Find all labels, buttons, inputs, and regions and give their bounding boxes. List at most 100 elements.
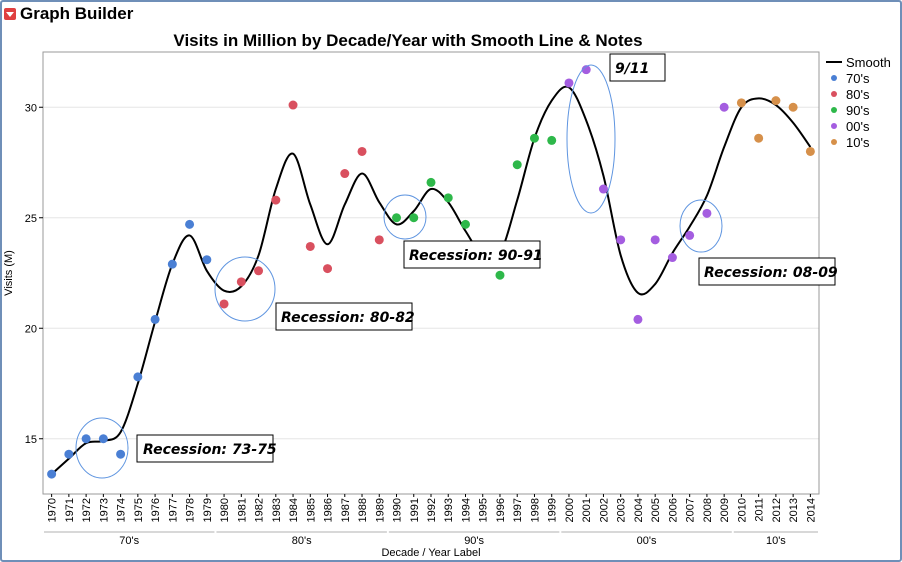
legend-series-label: 00's (846, 119, 870, 134)
window-titlebar: Graph Builder (4, 3, 133, 25)
x-tick-label: 2014 (805, 498, 817, 522)
nine-eleven-circle (566, 64, 616, 214)
data-point (374, 235, 384, 245)
x-tick-label: 1985 (305, 498, 317, 522)
x-tick-label: 1987 (340, 498, 352, 522)
x-tick-label: 1977 (167, 498, 179, 522)
decade-label: 90's (464, 535, 484, 547)
x-tick-label: 2008 (702, 498, 714, 522)
data-points (47, 65, 815, 479)
data-point (98, 434, 108, 444)
legend-series-label: 10's (846, 135, 870, 150)
x-tick-label: 1975 (133, 498, 145, 522)
annotation-73-75[interactable]: Recession: 73-75 (136, 434, 277, 463)
data-point (150, 314, 160, 324)
legend-marker (831, 75, 837, 81)
annotation-08-09[interactable]: Recession: 08-09 (698, 257, 838, 286)
data-point (185, 219, 195, 229)
y-tick-label: 20 (25, 323, 37, 335)
decade-axis: 70's 80's 90's 00's 10's (44, 531, 818, 547)
data-point (512, 160, 522, 170)
data-point (495, 270, 505, 280)
data-point (392, 213, 402, 223)
legend-marker (831, 91, 837, 97)
data-point (409, 213, 419, 223)
y-tick-label: 25 (25, 213, 37, 225)
x-tick-label: 1990 (392, 498, 404, 522)
y-tick-label: 15 (25, 434, 37, 446)
legend-series-label: 80's (846, 87, 870, 102)
data-point (788, 102, 798, 112)
data-point (633, 314, 643, 324)
x-tick-label: 2006 (667, 498, 679, 522)
x-tick-label: 1974 (116, 498, 128, 522)
data-point (219, 299, 229, 309)
data-point (202, 255, 212, 265)
x-tick-label: 1980 (219, 498, 231, 522)
annotation-circles (75, 64, 723, 479)
x-tick-label: 2003 (616, 498, 628, 522)
x-tick-label: 1971 (64, 498, 76, 522)
data-point (426, 177, 436, 187)
data-point (650, 235, 660, 245)
disclosure-triangle-icon[interactable] (4, 8, 16, 20)
note-recession-08-09: Recession: 08-09 (704, 265, 838, 281)
note-recession-80-82: Recession: 80-82 (281, 310, 415, 326)
decade-label: 10's (766, 535, 786, 547)
data-point (702, 208, 712, 218)
x-tick-label: 2002 (598, 498, 610, 522)
data-point (443, 193, 453, 203)
note-recession-90-91: Recession: 90-91 (409, 248, 543, 264)
recession-80-82-circle (214, 256, 276, 322)
x-tick-label: 1970 (47, 498, 59, 522)
x-tick-label: 2009 (719, 498, 731, 522)
smooth-line (50, 85, 812, 475)
x-tick-label: 2005 (650, 498, 662, 522)
data-point (736, 98, 746, 108)
x-tick-label: 1978 (185, 498, 197, 522)
data-point (719, 102, 729, 112)
data-point (254, 266, 264, 276)
y-axis: 15 20 25 30 (25, 102, 43, 446)
note-9-11: 9/11 (615, 61, 649, 77)
recession-08-09-circle (679, 199, 723, 253)
annotation-90-91[interactable]: Recession: 90-91 (403, 240, 543, 269)
legend-marker (831, 123, 837, 129)
x-tick-label: 1982 (254, 498, 266, 522)
data-point (271, 195, 281, 205)
annotation-80-82[interactable]: Recession: 80-82 (275, 302, 415, 331)
legend-series-label: 70's (846, 71, 870, 86)
x-tick-label: 1986 (323, 498, 335, 522)
x-tick-label: 1994 (460, 498, 472, 522)
x-tick-label: 1988 (357, 498, 369, 522)
x-tick-label: 2000 (564, 498, 576, 522)
x-tick-label: 2011 (754, 498, 766, 522)
x-tick-label: 1984 (288, 498, 300, 522)
data-point (805, 146, 815, 156)
legend[interactable]: Smooth 70's80's90's00's10's (826, 55, 891, 150)
data-point (340, 169, 350, 179)
note-recession-73-75: Recession: 73-75 (143, 442, 277, 458)
data-point (47, 469, 57, 479)
x-tick-label: 1973 (98, 498, 110, 522)
x-tick-label: 1993 (443, 498, 455, 522)
x-tick-label: 1979 (202, 498, 214, 522)
chart-title: Visits in Million by Decade/Year with Sm… (173, 31, 642, 50)
data-point (236, 277, 246, 287)
data-point (616, 235, 626, 245)
legend-marker (831, 139, 837, 145)
data-point (167, 259, 177, 269)
decade-label: 70's (119, 535, 139, 547)
x-tick-label: 2007 (685, 498, 697, 522)
x-tick-label: 1999 (547, 498, 559, 522)
x-axis: 1970 1971 1972 1973 1974 1975 1976 1977 1978 1979… (47, 494, 817, 522)
annotation-9-11[interactable]: 9/11 (609, 53, 666, 82)
data-point (305, 241, 315, 251)
data-point (667, 253, 677, 263)
x-tick-label: 1976 (150, 498, 162, 522)
x-tick-label: 1992 (426, 498, 438, 522)
x-tick-label: 2001 (581, 498, 593, 522)
data-point (547, 135, 557, 145)
x-tick-label: 2013 (788, 498, 800, 522)
